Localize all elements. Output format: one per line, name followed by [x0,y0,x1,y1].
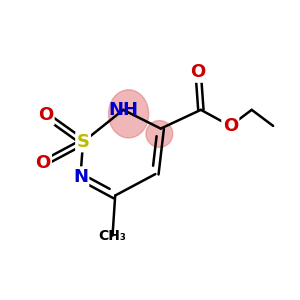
Text: O: O [38,106,53,124]
Ellipse shape [109,90,149,138]
Text: O: O [190,63,206,81]
Text: CH₃: CH₃ [99,229,127,243]
Text: O: O [223,117,238,135]
Text: S: S [76,133,90,151]
Text: O: O [35,154,51,172]
Text: N: N [73,168,88,186]
Ellipse shape [146,121,173,147]
Text: NH: NH [108,101,138,119]
